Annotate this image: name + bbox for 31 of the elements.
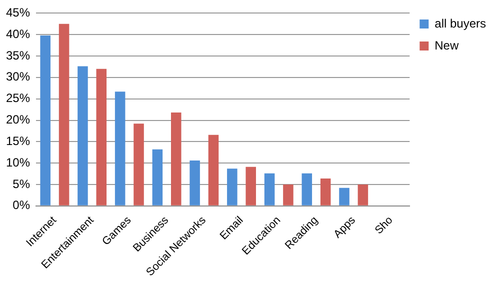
bar bbox=[78, 66, 88, 206]
bar bbox=[339, 188, 350, 206]
bar bbox=[227, 168, 238, 206]
x-tick-label: Sho bbox=[372, 214, 396, 237]
y-tick-label: 40% bbox=[6, 26, 30, 41]
y-tick-label: 5% bbox=[12, 176, 30, 191]
bar bbox=[170, 112, 182, 206]
bar bbox=[302, 173, 312, 206]
bar bbox=[246, 166, 256, 206]
y-tick-label: 35% bbox=[6, 48, 30, 62]
bar bbox=[134, 124, 144, 206]
y-tick-label: 45% bbox=[6, 6, 30, 20]
bar bbox=[114, 92, 126, 206]
y-tick-label: 10% bbox=[6, 155, 30, 170]
bar bbox=[283, 184, 294, 206]
legend-label: all buyers bbox=[434, 16, 486, 30]
legend-label: New bbox=[434, 38, 459, 52]
bar bbox=[320, 178, 331, 206]
y-tick-label: 25% bbox=[6, 91, 30, 106]
bar bbox=[358, 184, 368, 206]
bar bbox=[190, 160, 200, 206]
bar bbox=[208, 134, 219, 206]
y-tick-label: 30% bbox=[6, 70, 30, 84]
bar bbox=[96, 68, 107, 206]
y-tick-label: 15% bbox=[6, 134, 30, 148]
bar bbox=[152, 149, 163, 206]
bar bbox=[264, 173, 275, 206]
y-tick-label: 20% bbox=[6, 112, 30, 127]
bar bbox=[58, 24, 70, 206]
y-tick-label: 0% bbox=[12, 198, 30, 212]
bar bbox=[40, 35, 50, 206]
